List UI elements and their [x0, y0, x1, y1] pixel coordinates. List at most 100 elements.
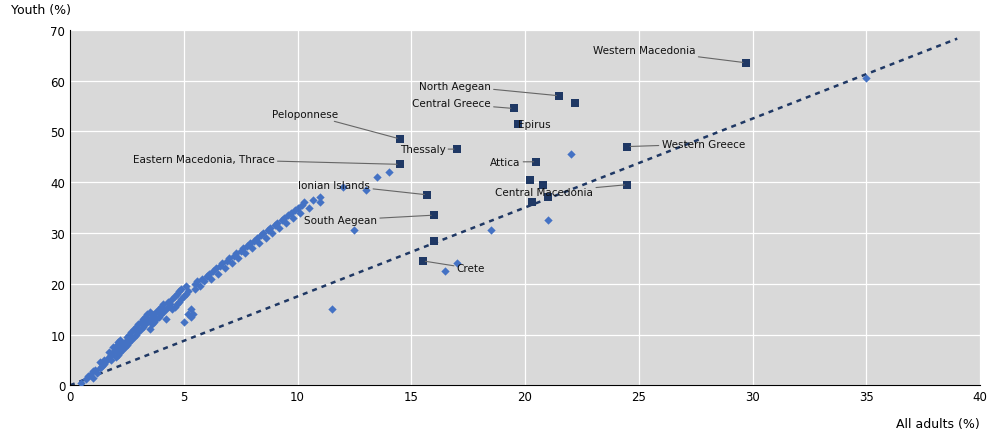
- Point: [176, 318, 192, 325]
- Point: [196, 278, 212, 285]
- Text: All adults (%): All adults (%): [896, 417, 980, 431]
- Point: [235, 245, 251, 252]
- Point: [506, 106, 522, 113]
- Point: [283, 210, 299, 217]
- Point: [146, 318, 162, 325]
- Point: [540, 217, 556, 224]
- Text: Crete: Crete: [425, 261, 485, 274]
- Point: [151, 306, 167, 313]
- Point: [426, 237, 442, 244]
- Point: [155, 301, 171, 308]
- Point: [167, 304, 183, 311]
- Point: [203, 276, 219, 283]
- Point: [221, 255, 237, 262]
- Point: [178, 291, 194, 298]
- Point: [169, 291, 185, 298]
- Point: [112, 336, 128, 343]
- Point: [305, 197, 321, 204]
- Point: [137, 314, 153, 321]
- Point: [217, 265, 233, 272]
- Point: [146, 311, 162, 318]
- Point: [619, 182, 635, 189]
- Point: [524, 199, 540, 206]
- Point: [180, 311, 196, 318]
- Point: [130, 328, 146, 336]
- Point: [139, 311, 155, 318]
- Point: [133, 318, 149, 325]
- Point: [415, 258, 431, 265]
- Point: [419, 192, 435, 199]
- Point: [244, 245, 260, 252]
- Point: [187, 286, 203, 293]
- Point: [392, 162, 408, 169]
- Point: [142, 316, 158, 323]
- Point: [290, 205, 306, 212]
- Point: [121, 331, 137, 338]
- Point: [142, 326, 158, 333]
- Point: [346, 227, 362, 234]
- Point: [255, 230, 271, 237]
- Point: [160, 298, 176, 305]
- Point: [251, 240, 267, 247]
- Point: [567, 101, 583, 108]
- Point: [80, 373, 96, 380]
- Point: [312, 199, 328, 206]
- Point: [117, 344, 133, 351]
- Point: [185, 311, 201, 318]
- Point: [160, 304, 176, 311]
- Point: [267, 222, 283, 230]
- Point: [173, 296, 189, 303]
- Point: [369, 174, 385, 181]
- Point: [189, 278, 205, 285]
- Point: [148, 308, 164, 315]
- Point: [540, 194, 556, 201]
- Point: [324, 306, 340, 313]
- Point: [210, 270, 226, 277]
- Point: [164, 306, 180, 313]
- Point: [280, 212, 296, 219]
- Point: [133, 326, 149, 333]
- Text: North Aegean: North Aegean: [419, 81, 556, 96]
- Point: [449, 146, 465, 153]
- Point: [105, 349, 121, 356]
- Point: [164, 296, 180, 303]
- Point: [858, 75, 874, 82]
- Point: [194, 276, 210, 283]
- Point: [278, 220, 294, 227]
- Point: [137, 321, 153, 328]
- Point: [301, 205, 317, 212]
- Point: [187, 281, 203, 288]
- Text: Peloponnese: Peloponnese: [272, 110, 397, 139]
- Text: Western Macedonia: Western Macedonia: [593, 46, 743, 63]
- Text: Central Greece: Central Greece: [412, 99, 511, 109]
- Point: [114, 341, 130, 348]
- Point: [158, 306, 174, 313]
- Point: [94, 363, 110, 370]
- Point: [144, 321, 160, 328]
- Point: [285, 215, 301, 222]
- Point: [153, 311, 169, 318]
- Point: [233, 247, 249, 254]
- Point: [101, 354, 117, 361]
- Point: [237, 250, 253, 257]
- Point: [180, 288, 196, 295]
- Point: [103, 352, 119, 359]
- Point: [287, 207, 303, 214]
- Point: [294, 202, 310, 209]
- Point: [121, 339, 137, 346]
- Point: [276, 215, 292, 222]
- Point: [219, 258, 235, 265]
- Point: [73, 379, 89, 386]
- Point: [130, 321, 146, 328]
- Point: [335, 184, 351, 191]
- Point: [380, 169, 396, 176]
- Point: [110, 346, 126, 353]
- Point: [510, 121, 526, 128]
- Point: [528, 159, 544, 166]
- Point: [126, 334, 142, 341]
- Point: [78, 376, 94, 383]
- Point: [128, 331, 144, 338]
- Point: [151, 314, 167, 321]
- Point: [522, 177, 538, 184]
- Point: [274, 217, 290, 224]
